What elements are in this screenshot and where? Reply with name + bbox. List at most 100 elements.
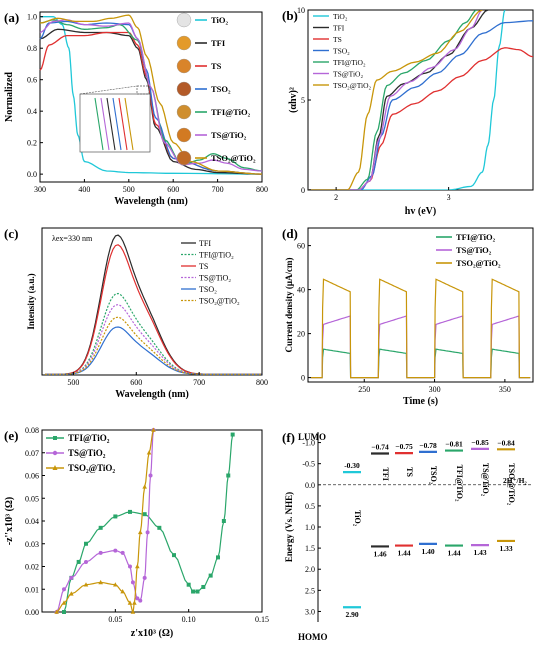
y-tick-label: 5: [301, 96, 305, 105]
data-point: [69, 575, 74, 580]
data-point: [128, 509, 132, 514]
lumo-value-label: −0.74: [371, 443, 389, 452]
panel-label: (e): [4, 428, 18, 443]
panel-label: (a): [4, 10, 19, 25]
homo-label: HOMO: [298, 632, 328, 642]
inset-line-TFI@TiO2: [94, 97, 104, 151]
x-tick-label: 250: [358, 385, 370, 394]
y-tick-label: 0: [301, 186, 305, 195]
legend-label: TS: [199, 262, 208, 271]
y-tick-label: 0.02: [25, 563, 39, 572]
x-tick-label: 600: [130, 378, 142, 387]
x-tick-label: 700: [212, 185, 224, 194]
y-tick-label: 0.4: [27, 107, 37, 116]
x-axis-label: hv (eV): [405, 206, 436, 217]
data-point: [230, 432, 235, 437]
legend-label: TFI@TiO₂: [456, 232, 496, 242]
y-tick-label: 1.0: [305, 523, 315, 532]
y-axis-label: Normalized: [4, 72, 15, 122]
lumo-value-label: −0.85: [471, 438, 489, 447]
x-tick-label: 400: [78, 185, 90, 194]
y-tick-label: -0.5: [302, 460, 315, 469]
legend-label: TFI@TiO₂: [199, 251, 234, 260]
panel-c: 500 600 700 800 Wavelength (nm) Intensity (a.…: [4, 226, 268, 400]
legend-label: TSO₂@TiO₂: [456, 258, 501, 268]
y-tick-label: 0.2: [27, 139, 37, 148]
x-tick-label: 300: [34, 185, 46, 194]
legend-label: TiO₂: [211, 15, 228, 25]
data-point: [142, 512, 147, 517]
homo-value-label: 1.40: [421, 547, 434, 556]
legend-label: TSO₂@TiO₂: [199, 297, 240, 306]
excitation-annotation: λex=330 nm: [52, 234, 93, 243]
sample-swatch: [176, 58, 192, 74]
legend-marker: [52, 450, 58, 456]
y-tick-label: 0.01: [25, 585, 39, 594]
series-line-TFI@TiO2: [310, 348, 531, 379]
legend-label: TSO₂@TiO₂: [333, 81, 372, 90]
data-point: [142, 484, 147, 489]
y-tick-label: 0.04: [25, 517, 39, 526]
data-point: [146, 450, 152, 455]
y-tick-label: 2.0: [305, 565, 315, 574]
inset-box: [79, 93, 151, 153]
y-axis-label: -z''x10³ (Ω): [4, 497, 15, 546]
y-tick-label: 20: [297, 330, 305, 339]
data-point: [195, 589, 200, 594]
legend-label: TFI@TiO₂: [68, 433, 110, 443]
data-point: [127, 600, 133, 605]
homo-value-label: 1.46: [373, 549, 386, 558]
y-tick-label: 0.06: [25, 472, 39, 481]
series-line-TS@TiO2: [308, 10, 483, 190]
y-tick-label: 0.08: [25, 426, 39, 435]
data-point: [98, 550, 103, 555]
homo-value-label: 1.44: [447, 549, 460, 558]
data-point: [148, 473, 153, 478]
data-point: [84, 559, 88, 564]
sample-swatch: [176, 12, 192, 28]
inset-line-TFI: [106, 97, 116, 151]
x-axis-label: z'x10³ (Ω): [131, 628, 173, 639]
x-tick-label: 0.05: [108, 615, 122, 624]
series-line-TS@TiO2: [45, 304, 262, 375]
data-point: [113, 548, 118, 553]
panel-a: 300 400 500 600 700 800 0.0 0.2 0.4 0.6 0.8 1.0 Wave…: [4, 10, 268, 207]
data-point: [61, 600, 67, 605]
data-point: [138, 598, 143, 603]
panel-label: (f): [282, 430, 295, 445]
x-axis-label: Wavelength (nm): [114, 196, 188, 207]
x-axis-label: Time (s): [403, 396, 438, 407]
sample-swatch: [176, 35, 192, 51]
data-point: [98, 525, 103, 530]
data-point: [135, 564, 140, 569]
y-tick-label: 0.8: [27, 44, 37, 53]
y-tick-label: 10: [297, 6, 305, 15]
data-point: [132, 600, 137, 605]
panel-b: 2 3 0 5 10 hv (eV) (αhv)² (b) TiO₂ TFI TS TSO₂ TFI@T…: [282, 6, 534, 217]
data-point: [226, 473, 231, 478]
y-tick-label: 3.0: [305, 607, 315, 616]
sample-swatch: [176, 81, 192, 97]
legend-label: TS: [211, 61, 222, 71]
x-axis-label: Wavelength (nm): [115, 389, 189, 400]
x-tick-label: 500: [67, 378, 79, 387]
y-tick-label: 0.07: [25, 449, 39, 458]
homo-value-label: 1.33: [499, 544, 512, 553]
panel-label: (d): [282, 226, 298, 241]
zoom-connector: [79, 85, 138, 95]
y-tick-label: 0.6: [27, 76, 37, 85]
series-line-TFI@TiO2: [45, 292, 262, 375]
x-tick-label: 600: [167, 185, 179, 194]
zoom-region: [136, 85, 150, 95]
lumo-label: LUMO: [298, 432, 326, 442]
legend-label: TS: [333, 35, 342, 44]
y-tick-label: 0: [301, 374, 305, 383]
data-point: [98, 579, 103, 585]
legend-label: TiO₂: [333, 12, 348, 21]
y-axis-label: Energy (Vs. NHE): [284, 492, 294, 562]
data-point: [201, 584, 206, 589]
data-point: [62, 587, 66, 592]
legend-label: TFI: [211, 38, 226, 48]
homo-value-label: 1.44: [397, 549, 410, 558]
lumo-value-label: -0.30: [344, 461, 360, 470]
